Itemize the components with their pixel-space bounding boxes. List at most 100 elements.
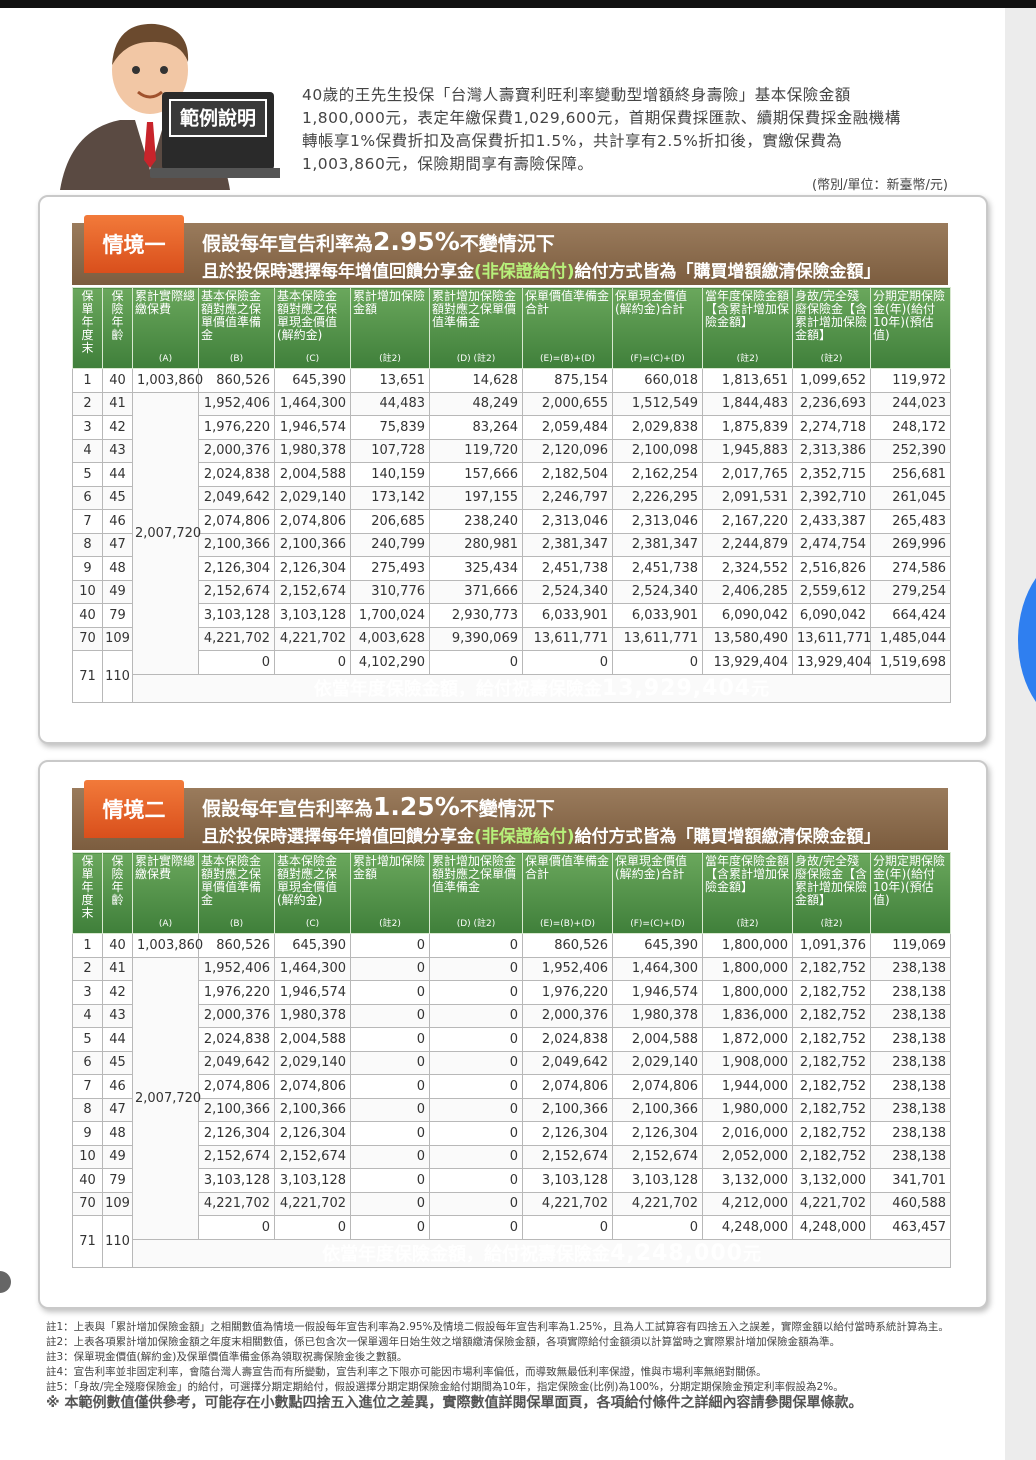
data-row: 2 41 2,007,720 1,952,406 1,464,300 0 0 1,952,40… xyxy=(72,956,951,1240)
cell: 645,390 xyxy=(274,368,351,393)
column-header: 保單年度末 xyxy=(72,287,103,369)
data-row: 1 40 1,003,860 860,526 645,390 0 0 860,526 645,3… xyxy=(72,933,951,958)
cell: 10 xyxy=(72,1144,103,1169)
header-label: 分期定期保險金(年)(給付10年)(預估值) xyxy=(873,289,946,342)
cell: 325,434 xyxy=(429,556,523,581)
cell: 860,526 xyxy=(198,933,275,958)
cell: 46 xyxy=(102,509,133,534)
cell: 4 xyxy=(72,438,103,463)
data-row: 71 110 0 0 0 0 0 0 4,248,000 4,248,000 463,457 xyxy=(72,1215,951,1268)
cell: 0 xyxy=(429,1144,523,1169)
cell: 1,976,220 xyxy=(522,980,613,1005)
page-edge xyxy=(1005,8,1036,1460)
cell: 2,182,752 xyxy=(792,956,871,981)
cell: 40 xyxy=(72,1168,103,1193)
header-label: 基本保險金額對應之保單現金價值(解約金) xyxy=(277,289,338,342)
cell: 2,226,295 xyxy=(612,485,703,510)
header-sub: (E)=(B)+(D) xyxy=(540,919,595,929)
cell: 1,519,698 xyxy=(870,650,951,675)
column-header: 分期定期保險金(年)(給付10年)(預估值) xyxy=(870,287,951,369)
cell: 2,100,366 xyxy=(198,532,275,557)
cell: 0 xyxy=(429,1027,523,1052)
cell: 2,052,000 xyxy=(702,1144,793,1169)
cell: 0 xyxy=(198,1215,275,1240)
cell: 2,930,773 xyxy=(429,603,523,628)
data-row: 7 46 2,074,806 2,074,806 0 0 2,074,806 2,074,80… xyxy=(72,1074,951,1099)
data-row: 8 47 2,100,366 2,100,366 240,799 280,981 2,381… xyxy=(72,532,951,557)
footer-part: 4,248,000 xyxy=(610,1241,743,1266)
scenario-title: 假設每年宣告利率為2.95%不變情況下 xyxy=(202,227,555,256)
footer-part: 依當年度保險金額，給付祝壽保險金 xyxy=(313,679,602,700)
header-label: 累計增加保險金額 xyxy=(353,289,426,316)
subtitle-part: (非保證給付) xyxy=(474,827,575,847)
column-header: 身故/完全殘廢保險金【含累計增加保險金額】 (註2) xyxy=(792,287,871,369)
cell: 2,152,674 xyxy=(198,1144,275,1169)
data-row: 10 49 2,152,674 2,152,674 0 0 2,152,674 2,152,6… xyxy=(72,1144,951,1169)
cell: 2,244,879 xyxy=(702,532,793,557)
cell: 238,138 xyxy=(870,1050,951,1075)
side-tab xyxy=(1018,578,1036,702)
scenario-subtitle: 且於投保時選擇每年增值回饋分享金(非保證給付)給付方式皆為「購買增額繳清保險金額… xyxy=(202,257,881,282)
header-label: 保險年齡 xyxy=(111,854,124,907)
cell: 3,132,000 xyxy=(702,1168,793,1193)
cell: 109 xyxy=(102,1191,133,1216)
scenario-header: 情境二 假設每年宣告利率為1.25%不變情況下 且於投保時選擇每年增值回饋分享金(非… xyxy=(72,780,948,850)
table-head: 保單年度末 保險年齡 累計實際總繳保費 (A) 基本保險金額對應之保單價值準備金 (B) 基… xyxy=(72,852,951,934)
cell: 1,952,406 xyxy=(198,391,275,416)
cell: 5 xyxy=(72,1027,103,1052)
cell: 2,182,752 xyxy=(792,1144,871,1169)
cell: 261,045 xyxy=(870,485,951,510)
cell: 1,464,300 xyxy=(274,956,351,981)
cell: 2,100,366 xyxy=(612,1097,703,1122)
cell: 645,390 xyxy=(274,933,351,958)
cell: 1,813,651 xyxy=(702,368,793,393)
cell: 2,029,140 xyxy=(274,1050,351,1075)
header-row: 保單年度末 保險年齡 累計實際總繳保費 (A) 基本保險金額對應之保單價值準備金 (B) 基… xyxy=(72,287,951,369)
cell: 1,875,839 xyxy=(702,415,793,440)
header-sub: (註2) xyxy=(379,919,401,929)
cell: 0 xyxy=(350,980,430,1005)
cell: 256,681 xyxy=(870,462,951,487)
title-part: 不變情況下 xyxy=(459,233,555,255)
cell: 2,029,838 xyxy=(612,415,703,440)
cell: 2,313,046 xyxy=(612,509,703,534)
header-label: 保單年度末 xyxy=(81,289,94,355)
cell: 0 xyxy=(350,1074,430,1099)
title-part: 2.95% xyxy=(373,227,460,256)
cell: 238,138 xyxy=(870,1074,951,1099)
cell: 1,980,000 xyxy=(702,1097,793,1122)
cell: 0 xyxy=(350,956,430,981)
footer-row: 依當年度保險金額，給付祝壽保險金13,929,404元 xyxy=(73,673,951,703)
cell: 42 xyxy=(102,980,133,1005)
cell: 2,029,140 xyxy=(612,1050,703,1075)
header-sub: (註2) xyxy=(736,354,759,364)
cell: 2,126,304 xyxy=(612,1121,703,1146)
cell: 83,264 xyxy=(429,415,523,440)
column-header: 當年度保險金額【含累計增加保險金額】 (註2) xyxy=(702,287,793,369)
table-head: 保單年度末 保險年齡 累計實際總繳保費 (A) 基本保險金額對應之保單價值準備金 (B) 基… xyxy=(72,287,951,369)
cell: 2,451,738 xyxy=(612,556,703,581)
cell: 0 xyxy=(429,1097,523,1122)
cell: 2,182,752 xyxy=(792,1097,871,1122)
data-row: 70 109 4,221,702 4,221,702 4,003,628 9,390,06… xyxy=(72,626,951,651)
header-sub: (C) xyxy=(305,354,320,364)
header-label: 當年度保險金額【含累計增加保險金額】 xyxy=(705,854,790,894)
cell: 4,221,702 xyxy=(198,1191,275,1216)
data-row: 5 44 2,024,838 2,004,588 140,159 157,666 2,182… xyxy=(72,462,951,487)
header-sub: (註2) xyxy=(820,919,843,929)
cell: 2,100,366 xyxy=(522,1097,613,1122)
cell: 2,007,720 xyxy=(132,956,201,1240)
cell: 43 xyxy=(102,1003,133,1028)
footer-cell: 依當年度保險金額，給付祝壽保險金4,248,000元 xyxy=(132,1238,951,1268)
header-label: 保單年度末 xyxy=(81,854,94,920)
cell: 110 xyxy=(102,650,133,703)
cell: 2,433,387 xyxy=(792,509,871,534)
cell: 2,004,588 xyxy=(274,462,351,487)
table-body: 1 40 1,003,860 860,526 645,390 0 0 860,526 645,3… xyxy=(72,933,951,1268)
data-row: 6 45 2,049,642 2,029,140 0 0 2,049,642 2,029,14… xyxy=(72,1050,951,1075)
cell: 280,981 xyxy=(429,532,523,557)
cell: 0 xyxy=(350,1003,430,1028)
cell: 2,524,340 xyxy=(522,579,613,604)
column-header: 累計增加保險金額對應之保單價值準備金 (D) (註2) xyxy=(429,852,523,934)
